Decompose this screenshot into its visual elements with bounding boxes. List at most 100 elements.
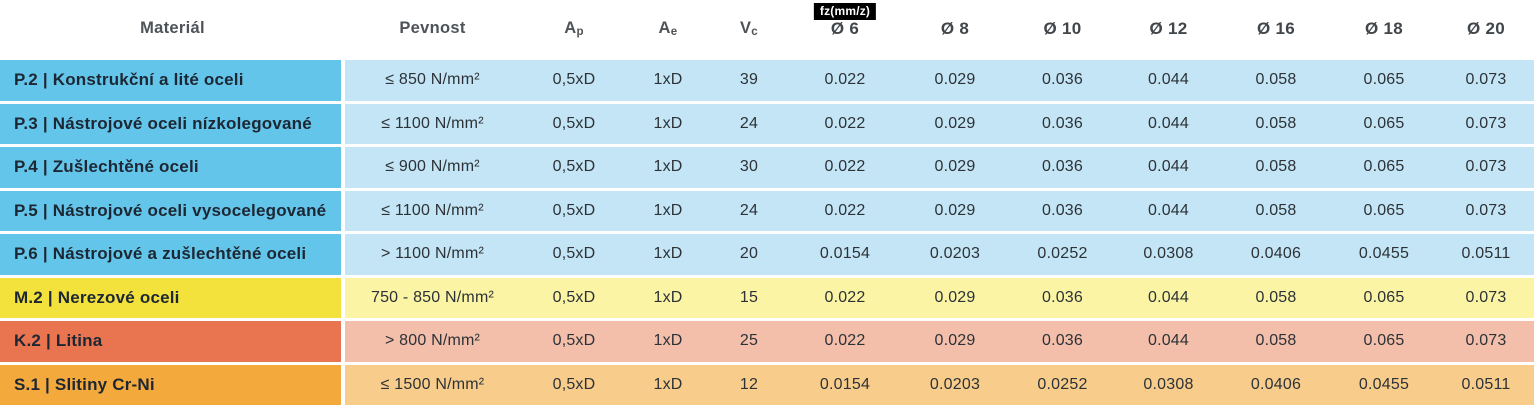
col-header-d12: Ø 12: [1149, 18, 1188, 38]
pevnost-cell: 750 - 850 N/mm²: [345, 274, 520, 318]
fz-d8-cell: 0.029: [900, 187, 1010, 231]
fz-d10-cell: 0.036: [1010, 144, 1115, 188]
d6-label: Ø 6: [830, 18, 860, 38]
ae-base: A: [658, 19, 671, 37]
fz-d18-cell: 0.065: [1330, 57, 1438, 101]
pevnost-cell: ≤ 850 N/mm²: [345, 57, 520, 101]
fz-d20-cell: 0.073: [1438, 144, 1534, 188]
fz-unit-badge: fz(mm/z): [813, 3, 877, 20]
fz-d16-cell: 0.058: [1222, 144, 1330, 188]
fz-d6-cell: 0.022: [790, 274, 900, 318]
fz-d10-cell: 0.036: [1010, 187, 1115, 231]
table-row: P.3 | Nástrojové oceli nízkolegované ≤ 1…: [0, 100, 1534, 144]
vc-cell: 25: [708, 318, 790, 362]
pevnost-cell: ≤ 900 N/mm²: [345, 144, 520, 188]
fz-d12-cell: 0.044: [1115, 274, 1222, 318]
col-header-d10: Ø 10: [1043, 18, 1082, 38]
table-row: K.2 | Litina > 800 N/mm² 0,5xD 1xD 25 0.…: [0, 318, 1534, 362]
ap-base: A: [564, 19, 577, 37]
fz-d18-cell: 0.065: [1330, 100, 1438, 144]
fz-d12-cell: 0.0308: [1115, 361, 1222, 405]
fz-d16-cell: 0.058: [1222, 100, 1330, 144]
fz-d16-cell: 0.058: [1222, 318, 1330, 362]
material-cell: P.4 | Zušlechtěné oceli: [0, 144, 345, 188]
material-cell: P.3 | Nástrojové oceli nízkolegované: [0, 100, 345, 144]
ae-cell: 1xD: [628, 274, 708, 318]
vc-cell: 30: [708, 144, 790, 188]
pevnost-cell: ≤ 1100 N/mm²: [345, 187, 520, 231]
fz-d8-cell: 0.029: [900, 100, 1010, 144]
fz-d20-cell: 0.073: [1438, 57, 1534, 101]
fz-d18-cell: 0.065: [1330, 274, 1438, 318]
table-row: S.1 | Slitiny Cr-Ni ≤ 1500 N/mm² 0,5xD 1…: [0, 361, 1534, 405]
fz-d10-cell: 0.036: [1010, 57, 1115, 101]
material-cell: P.6 | Nástrojové a zušlechtěné oceli: [0, 231, 345, 275]
fz-d18-cell: 0.0455: [1330, 361, 1438, 405]
fz-d20-cell: 0.073: [1438, 100, 1534, 144]
fz-d16-cell: 0.0406: [1222, 361, 1330, 405]
fz-d6-cell: 0.0154: [790, 231, 900, 275]
fz-d12-cell: 0.044: [1115, 144, 1222, 188]
col-header-material: Materiál: [140, 19, 205, 37]
material-cell: S.1 | Slitiny Cr-Ni: [0, 361, 345, 405]
fz-d16-cell: 0.058: [1222, 187, 1330, 231]
material-cell: M.2 | Nerezové oceli: [0, 274, 345, 318]
fz-d8-cell: 0.0203: [900, 361, 1010, 405]
fz-d18-cell: 0.065: [1330, 187, 1438, 231]
fz-d16-cell: 0.058: [1222, 57, 1330, 101]
ap-cell: 0,5xD: [520, 187, 628, 231]
fz-d10-cell: 0.036: [1010, 274, 1115, 318]
pevnost-cell: > 1100 N/mm²: [345, 231, 520, 275]
ae-cell: 1xD: [628, 100, 708, 144]
ae-cell: 1xD: [628, 144, 708, 188]
material-cell: P.5 | Nástrojové oceli vysocelegované: [0, 187, 345, 231]
fz-d6-cell: 0.022: [790, 318, 900, 362]
ae-cell: 1xD: [628, 361, 708, 405]
fz-d12-cell: 0.044: [1115, 57, 1222, 101]
vc-base: V: [739, 19, 752, 37]
fz-d20-cell: 0.073: [1438, 187, 1534, 231]
col-header-d20: Ø 20: [1466, 18, 1506, 38]
fz-d18-cell: 0.0455: [1330, 231, 1438, 275]
fz-d6-cell: 0.022: [790, 100, 900, 144]
fz-d6-cell: 0.022: [790, 57, 900, 101]
fz-d18-cell: 0.065: [1330, 144, 1438, 188]
pevnost-cell: ≤ 1100 N/mm²: [345, 100, 520, 144]
fz-d12-cell: 0.044: [1115, 187, 1222, 231]
vc-cell: 24: [708, 187, 790, 231]
ae-cell: 1xD: [628, 187, 708, 231]
col-header-d16: Ø 16: [1256, 18, 1296, 38]
table-row: P.6 | Nástrojové a zušlechtěné oceli > 1…: [0, 231, 1534, 275]
fz-d20-cell: 0.0511: [1438, 231, 1534, 275]
fz-d8-cell: 0.0203: [900, 231, 1010, 275]
table-row: M.2 | Nerezové oceli 750 - 850 N/mm² 0,5…: [0, 274, 1534, 318]
fz-d6-cell: 0.022: [790, 144, 900, 188]
vc-cell: 20: [708, 231, 790, 275]
fz-d10-cell: 0.0252: [1010, 231, 1115, 275]
fz-d16-cell: 0.0406: [1222, 231, 1330, 275]
col-header-d6: fz(mm/z) Ø 6: [790, 0, 900, 57]
fz-d16-cell: 0.058: [1222, 274, 1330, 318]
fz-d20-cell: 0.0511: [1438, 361, 1534, 405]
col-header-pevnost: Pevnost: [399, 19, 466, 37]
fz-d8-cell: 0.029: [900, 318, 1010, 362]
vc-cell: 39: [708, 57, 790, 101]
fz-d20-cell: 0.073: [1438, 274, 1534, 318]
fz-d12-cell: 0.044: [1115, 100, 1222, 144]
ap-cell: 0,5xD: [520, 318, 628, 362]
fz-d6-cell: 0.022: [790, 187, 900, 231]
table-body: P.2 | Konstrukční a lité oceli ≤ 850 N/m…: [0, 57, 1534, 405]
material-cell: P.2 | Konstrukční a lité oceli: [0, 57, 345, 101]
table-row: P.2 | Konstrukční a lité oceli ≤ 850 N/m…: [0, 57, 1534, 101]
fz-d8-cell: 0.029: [900, 57, 1010, 101]
ap-cell: 0,5xD: [520, 274, 628, 318]
table-row: P.5 | Nástrojové oceli vysocelegované ≤ …: [0, 187, 1534, 231]
fz-d8-cell: 0.029: [900, 274, 1010, 318]
fz-d8-cell: 0.029: [900, 144, 1010, 188]
pevnost-cell: ≤ 1500 N/mm²: [345, 361, 520, 405]
ap-cell: 0,5xD: [520, 361, 628, 405]
